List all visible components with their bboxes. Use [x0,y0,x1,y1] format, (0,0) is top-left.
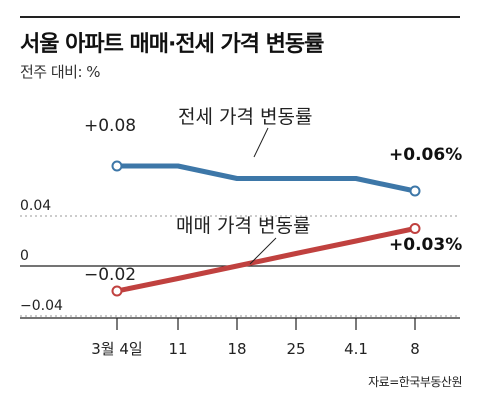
x-tick-label: 25 [286,340,305,358]
top-rule [20,16,460,18]
y-tick-label: 0 [20,248,29,264]
series-line-1 [116,226,416,294]
maemae-series-label: 매매 가격 변동률 [176,215,310,237]
series-point-1 [111,285,123,297]
jeonse-end-label: +0.06% [389,145,462,165]
series-line-0 [117,163,416,194]
source-note: 자료=한국부동산원 [368,375,462,389]
chart-title: 서울 아파트 매매·전세 가격 변동률 [20,32,324,57]
x-tick-label: 18 [227,340,246,358]
maemae-end-label: +0.03% [389,235,462,255]
maemae-leader-line [249,237,277,265]
jeonse-series-label: 전세 가격 변동률 [178,106,312,128]
series-point-0 [409,185,421,197]
jeonse-leader-line [253,127,269,158]
chart-unit-label: 전주 대비: % [20,63,101,81]
x-tick-label: 8 [410,340,420,358]
maemae-start-label: −0.02 [84,265,136,285]
series-point-1 [409,223,421,234]
jeonse-start-label: +0.08 [84,116,136,136]
y-tick-label: 0.04 [20,198,51,214]
x-tick-label: 3월 4일 [91,340,142,358]
y-tick-label: −0.04 [20,298,63,314]
series-point-0 [111,160,123,172]
x-tick-label: 11 [168,340,187,358]
x-tick-label: 4.1 [344,340,368,358]
